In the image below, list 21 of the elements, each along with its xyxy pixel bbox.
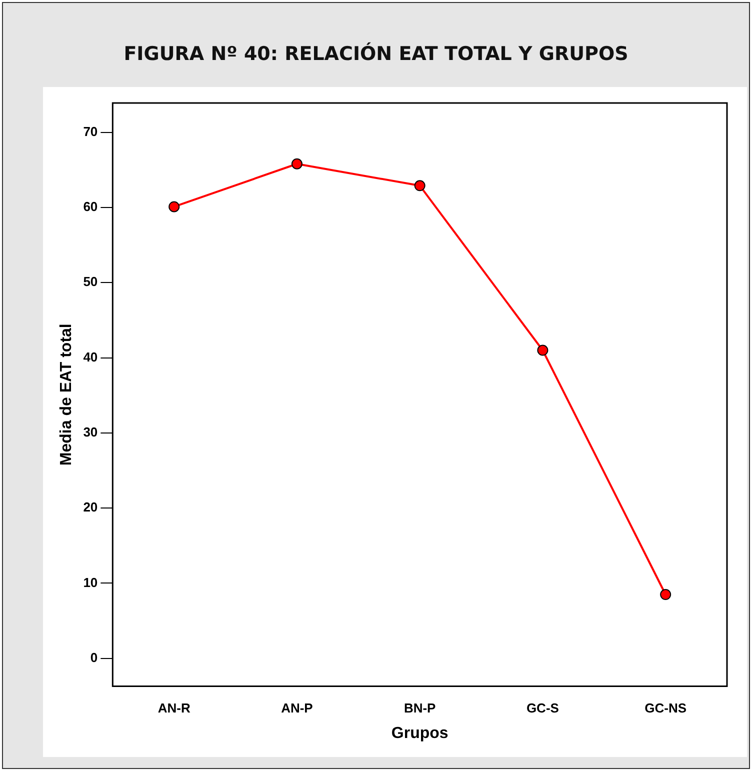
y-tick-label: 30 xyxy=(83,424,98,440)
point xyxy=(537,344,548,356)
y-axis-title: Media de EAT total xyxy=(58,324,76,466)
y-tick-label: 40 xyxy=(83,349,98,364)
chart-title: FIGURA Nº 40: RELACIÓN EAT TOTAL Y GRUPOS xyxy=(122,43,630,65)
point xyxy=(414,180,426,192)
point xyxy=(660,589,672,600)
y-tick-label: 50 xyxy=(83,274,98,290)
y-tick-label: 0 xyxy=(90,650,98,665)
point xyxy=(291,158,302,170)
y-tick-label: 70 xyxy=(83,124,98,139)
x-tick-label: GC-S xyxy=(526,700,560,716)
x-tick-label: GC-NS xyxy=(644,700,687,716)
point xyxy=(168,201,180,212)
y-tick-label: 20 xyxy=(83,500,98,515)
y-tick-label: 10 xyxy=(83,574,98,590)
x-tick-label: AN-P xyxy=(281,700,314,716)
y-tick-label: 60 xyxy=(83,199,98,214)
x-tick-label: AN-R xyxy=(158,700,191,716)
x-axis-title: Grupos xyxy=(391,724,448,742)
x-tick-label: BN-P xyxy=(404,700,436,716)
